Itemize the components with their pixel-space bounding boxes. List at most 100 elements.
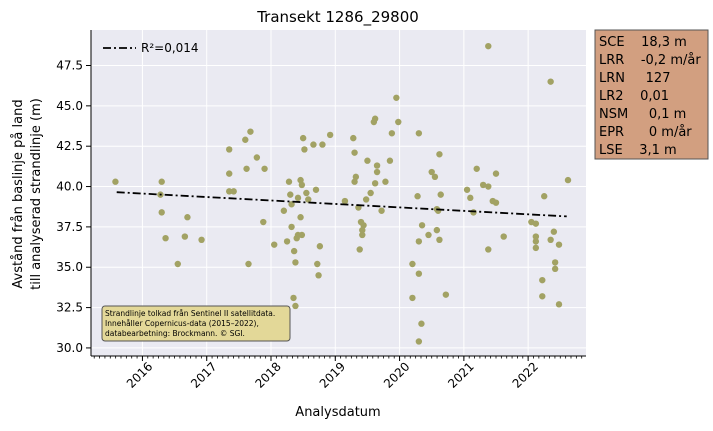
data-point	[158, 178, 165, 185]
stats-epr: EPR 0 m/år	[599, 125, 692, 140]
data-point	[312, 186, 320, 193]
data-point	[243, 165, 250, 172]
x-tick-label: 2021	[445, 359, 476, 390]
data-point	[280, 207, 288, 214]
y-ticks: 30.0 32.5 35.0 37.5 40.0 42.5 45.0 47.5	[56, 59, 91, 355]
data-point	[226, 170, 233, 177]
data-point	[298, 181, 306, 189]
stats-nsm: NSM 0,1 m	[599, 107, 686, 122]
data-point	[294, 231, 302, 239]
data-point	[356, 246, 363, 253]
x-tick-label: 2016	[124, 359, 155, 390]
data-point	[370, 118, 378, 126]
stats-box: SCE 18,3 m LRR -0,2 m/år LRN 127 LR2 0,0…	[594, 29, 709, 160]
y-tick-label: 37.5	[56, 220, 83, 234]
data-point	[500, 233, 507, 240]
data-point	[112, 178, 119, 185]
data-point	[485, 246, 492, 253]
data-point	[360, 222, 367, 229]
data-point	[292, 259, 299, 266]
data-points	[112, 42, 572, 345]
y-tick-label: 47.5	[56, 59, 83, 73]
data-point	[393, 94, 400, 101]
data-point	[436, 236, 443, 244]
data-point	[174, 260, 181, 268]
data-point	[351, 178, 358, 185]
stats-lr2: LR2 0,01	[599, 89, 669, 104]
y-tick-label: 42.5	[56, 139, 83, 153]
data-point	[551, 259, 559, 266]
x-tick-label: 2020	[381, 359, 412, 390]
data-point	[294, 194, 302, 202]
legend-label: R²=0,014	[141, 41, 199, 55]
y-axis-label-line-2: till analyserad strandlinje (m)	[29, 98, 44, 290]
y-tick-label: 40.0	[56, 180, 83, 194]
legend: R²=0,014	[103, 41, 199, 55]
chart-title: Transekt 1286_29800	[256, 8, 419, 27]
data-point	[473, 165, 480, 172]
data-point	[287, 191, 294, 198]
data-point	[297, 176, 304, 184]
data-point	[479, 181, 487, 189]
x-tick-label: 2017	[188, 359, 219, 390]
data-point	[299, 134, 307, 142]
data-point	[415, 130, 423, 137]
data-point	[253, 154, 261, 161]
data-point	[373, 168, 381, 176]
y-tick-label: 30.0	[56, 341, 83, 355]
data-point	[467, 194, 474, 202]
data-point	[386, 157, 394, 164]
data-point	[362, 196, 370, 203]
data-point	[382, 178, 389, 185]
data-point	[261, 165, 268, 172]
data-point	[433, 226, 441, 234]
data-point	[437, 191, 444, 198]
data-point	[288, 223, 295, 231]
data-point	[292, 302, 299, 310]
data-point	[352, 173, 360, 181]
data-point	[283, 238, 291, 245]
data-point	[260, 218, 267, 226]
data-point	[242, 136, 249, 143]
data-point	[305, 196, 312, 203]
data-point	[226, 146, 233, 153]
data-point	[303, 189, 310, 197]
data-point	[436, 151, 443, 158]
y-axis-label-line-1: Avstånd från baslinje på land	[11, 99, 26, 288]
y-tick-label: 35.0	[56, 260, 83, 274]
data-point	[297, 214, 304, 221]
data-point	[485, 42, 492, 50]
data-point	[532, 238, 540, 245]
data-point	[367, 189, 374, 197]
data-point	[431, 173, 439, 181]
data-point	[539, 293, 546, 300]
data-point	[395, 118, 402, 126]
data-point	[463, 186, 471, 193]
data-point	[198, 236, 205, 244]
data-point	[226, 188, 233, 195]
y-tick-label: 32.5	[56, 301, 83, 315]
data-point	[350, 134, 357, 142]
data-point	[547, 236, 554, 244]
data-point	[181, 233, 189, 240]
plot-area	[91, 30, 586, 356]
note-line-3: databearbetning: Brockmann. © SGI.	[105, 329, 245, 338]
stats-box-background	[594, 29, 709, 160]
data-point	[326, 131, 334, 139]
data-point	[158, 209, 165, 216]
data-point	[532, 220, 540, 227]
data-point	[288, 201, 295, 208]
data-point	[418, 222, 426, 229]
x-axis-label: Analysdatum	[295, 405, 380, 420]
data-point	[428, 168, 435, 176]
stats-lrn: LRN 127	[599, 71, 670, 86]
data-point	[388, 130, 396, 137]
data-point	[285, 178, 293, 185]
data-point	[271, 241, 278, 248]
y-tick-label: 45.0	[56, 99, 83, 113]
stats-lrr: LRR -0,2 m/år	[599, 53, 701, 68]
data-point	[364, 157, 371, 164]
data-point	[551, 265, 559, 273]
data-point	[290, 294, 297, 302]
